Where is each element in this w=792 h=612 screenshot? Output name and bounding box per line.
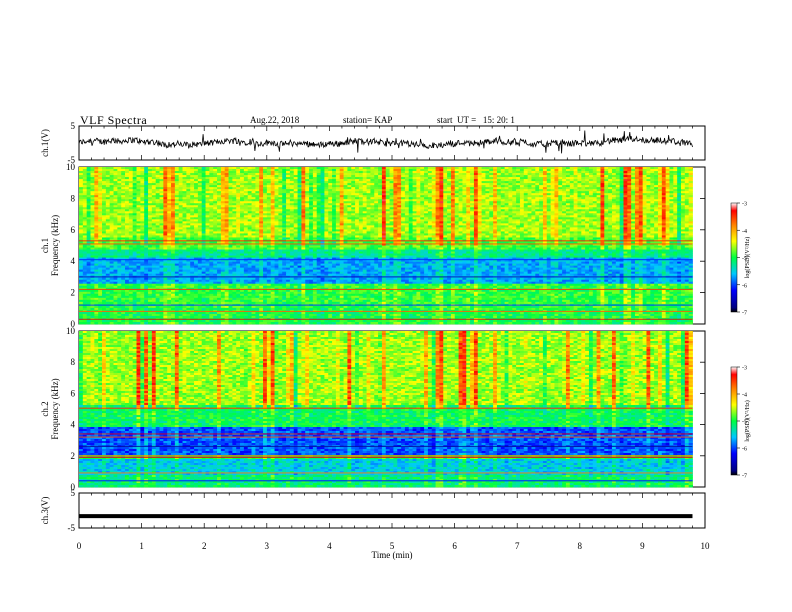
ch1-spectrogram-colorbar-label: log(PSD)(V²/Hz) [744,237,751,278]
x-axis-label: Time (min) [372,550,413,560]
ch3-level-ytick-label: -5 [68,523,76,533]
ch1-waveform-ytick-label: 5 [71,121,76,131]
ch2-spectrogram-ytick-label: 6 [71,388,76,398]
ch2-spectrogram-colorbar-tick: -4 [742,393,747,399]
ch2-spectrogram-ytick-label: 10 [66,326,76,336]
ch1-spectrogram-ylabel: Frequency (kHz) [50,215,60,276]
ch1-spectrogram-ytick-label: 8 [71,193,76,203]
ch1-spectrogram-colorbar-tick: -7 [742,311,747,317]
station-label: station= KAP [343,115,392,125]
ch2-spectrogram-colorbar-label: log(PSD)(V²/Hz) [744,400,751,441]
ch1-spectrogram-colorbar [730,202,738,313]
ch1-waveform-line [78,130,693,154]
ch2-spectrogram-ytick-label: 2 [71,451,76,461]
ch2-spectrogram-ytick-label: 0 [71,482,76,492]
x-tick-label: 8 [578,541,583,551]
x-tick-label: 5 [390,541,395,551]
ch2-spectrogram-ytick-label: 8 [71,357,76,367]
x-tick-label: 0 [77,541,82,551]
ch1-spectrogram-colorbar-tick: -3 [742,202,747,208]
ch2-spectrogram-ylabel: Frequency (kHz) [50,378,60,439]
ch1-spectrogram-ytick-label: 2 [71,288,76,298]
ch2-spectrogram-colorbar-tick: -3 [742,366,747,372]
x-tick-label: 2 [202,541,207,551]
ch1-spectrogram-ytick-label: 0 [71,319,76,329]
x-tick-label: 10 [701,541,711,551]
ch1-spectrogram-colorbar-tick: -4 [742,229,747,235]
date-label: Aug.22, 2018 [250,115,299,125]
ch2-spectrogram-colorbar-tick: -6 [742,447,747,453]
ch2-spectrogram-colorbar-tick: -5 [742,420,747,426]
x-tick-label: 3 [265,541,270,551]
ch3-level-ylabel: ch.3(V) [40,497,50,525]
ch2-spectrogram-image [79,331,693,488]
ch1-spectrogram-ylabel: ch.1 [40,238,50,253]
ch1-waveform-ytick-label: -5 [68,155,76,165]
ch1-spectrogram-ytick-label: 10 [66,162,76,172]
x-tick-label: 6 [452,541,457,551]
ch3-level-frame [78,492,706,529]
ch2-spectrogram-colorbar [730,366,738,476]
ch2-spectrogram-colorbar-tick: -7 [742,474,747,480]
chart-title: VLF Spectra [80,113,147,128]
ch2-spectrogram-ytick-label: 4 [71,420,76,430]
ch2-spectrogram-ylabel: ch.2 [40,401,50,416]
start-time-label: start UT = 15: 20: 1 [437,115,515,125]
x-tick-label: 7 [515,541,520,551]
x-tick-label: 1 [139,541,144,551]
ch1-spectrogram-colorbar-tick: -5 [742,256,747,262]
ch1-spectrogram-image [79,167,693,325]
x-tick-label: 9 [640,541,645,551]
ch1-spectrogram-ytick-label: 6 [71,225,76,235]
ch1-spectrogram-colorbar-tick: -6 [742,283,747,289]
x-tick-label: 4 [327,541,332,551]
ch3-level-ytick-label: 5 [71,488,76,498]
ch1-spectrogram-ytick-label: 4 [71,256,76,266]
ch1-waveform-ylabel: ch.1(V) [40,129,50,157]
